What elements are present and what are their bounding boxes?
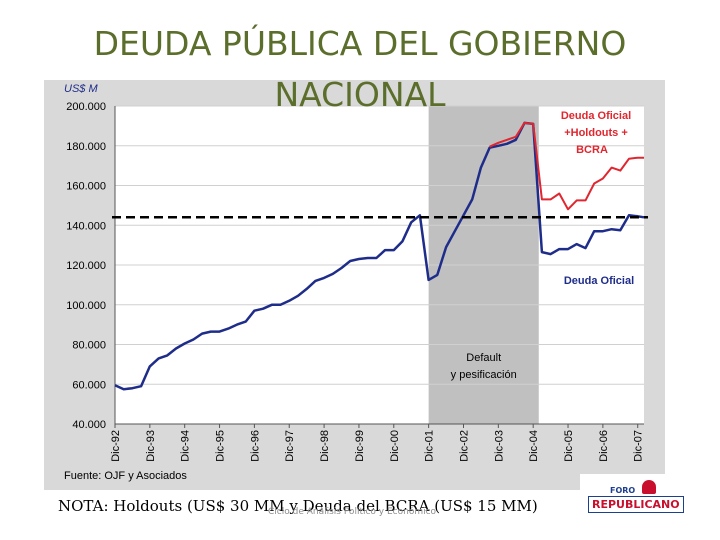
y-tick-label: 180.000 xyxy=(66,141,106,153)
legend-label-holdouts: +Holdouts + xyxy=(564,127,628,139)
logo-main-text: REPUBLICANO xyxy=(588,496,684,513)
y-tick-label: 80.000 xyxy=(72,340,106,352)
x-tick-label: Dic-95 xyxy=(215,430,227,462)
y-tick-label: 120.000 xyxy=(66,260,106,272)
y-tick-label: 140.000 xyxy=(66,220,106,232)
x-tick-label: Dic-96 xyxy=(249,430,261,462)
shaded-region-label: Default xyxy=(466,352,501,364)
x-tick-label: Dic-00 xyxy=(389,430,401,462)
x-tick-label: Dic-06 xyxy=(598,430,610,462)
x-tick-label: Dic-05 xyxy=(563,430,575,462)
footer-text: Ciclo de Análisis Político y Económico xyxy=(268,507,437,517)
x-tick-label: Dic-02 xyxy=(458,430,470,462)
x-tick-label: Dic-92 xyxy=(110,430,122,462)
x-tick-label: Dic-07 xyxy=(633,430,645,462)
x-tick-label: Dic-98 xyxy=(319,430,331,462)
legend-label-oficial: Deuda Oficial xyxy=(564,275,634,287)
note-text: NOTA: Holdouts (US$ 30 MM y Deuda del BC… xyxy=(58,497,538,515)
y-tick-label: 200.000 xyxy=(66,101,106,113)
series-line-deuda-oficial xyxy=(114,121,645,391)
shaded-region-label: y pesificación xyxy=(451,369,517,381)
y-tick-label: 160.000 xyxy=(66,181,106,193)
x-tick-label: Dic-99 xyxy=(354,430,366,462)
foro-republicano-logo: FORO REPUBLICANO xyxy=(580,474,692,524)
y-tick-label: 60.000 xyxy=(72,379,106,391)
y-axis-label: US$ M xyxy=(64,83,98,95)
x-tick-label: Dic-04 xyxy=(528,430,540,462)
slide-title: DEUDA PÚBLICA DEL GOBIERNO NACIONAL xyxy=(93,24,627,114)
x-tick-label: Dic-03 xyxy=(493,430,505,462)
logo-top-text: FORO xyxy=(610,486,636,495)
x-tick-label: Dic-94 xyxy=(180,430,192,462)
y-tick-label: 100.000 xyxy=(66,300,106,312)
y-tick-label: 40.000 xyxy=(72,419,106,431)
phrygian-cap-icon xyxy=(642,480,656,494)
source-text: Fuente: OJF y Asociados xyxy=(64,470,187,482)
x-tick-label: Dic-01 xyxy=(424,430,436,462)
x-tick-label: Dic-93 xyxy=(145,430,157,462)
x-tick-label: Dic-97 xyxy=(284,430,296,462)
legend-label-holdouts: BCRA xyxy=(576,144,608,156)
series-line-deuda-holdouts-bcra xyxy=(489,121,644,211)
legend-label-holdouts: Deuda Oficial xyxy=(561,110,631,122)
